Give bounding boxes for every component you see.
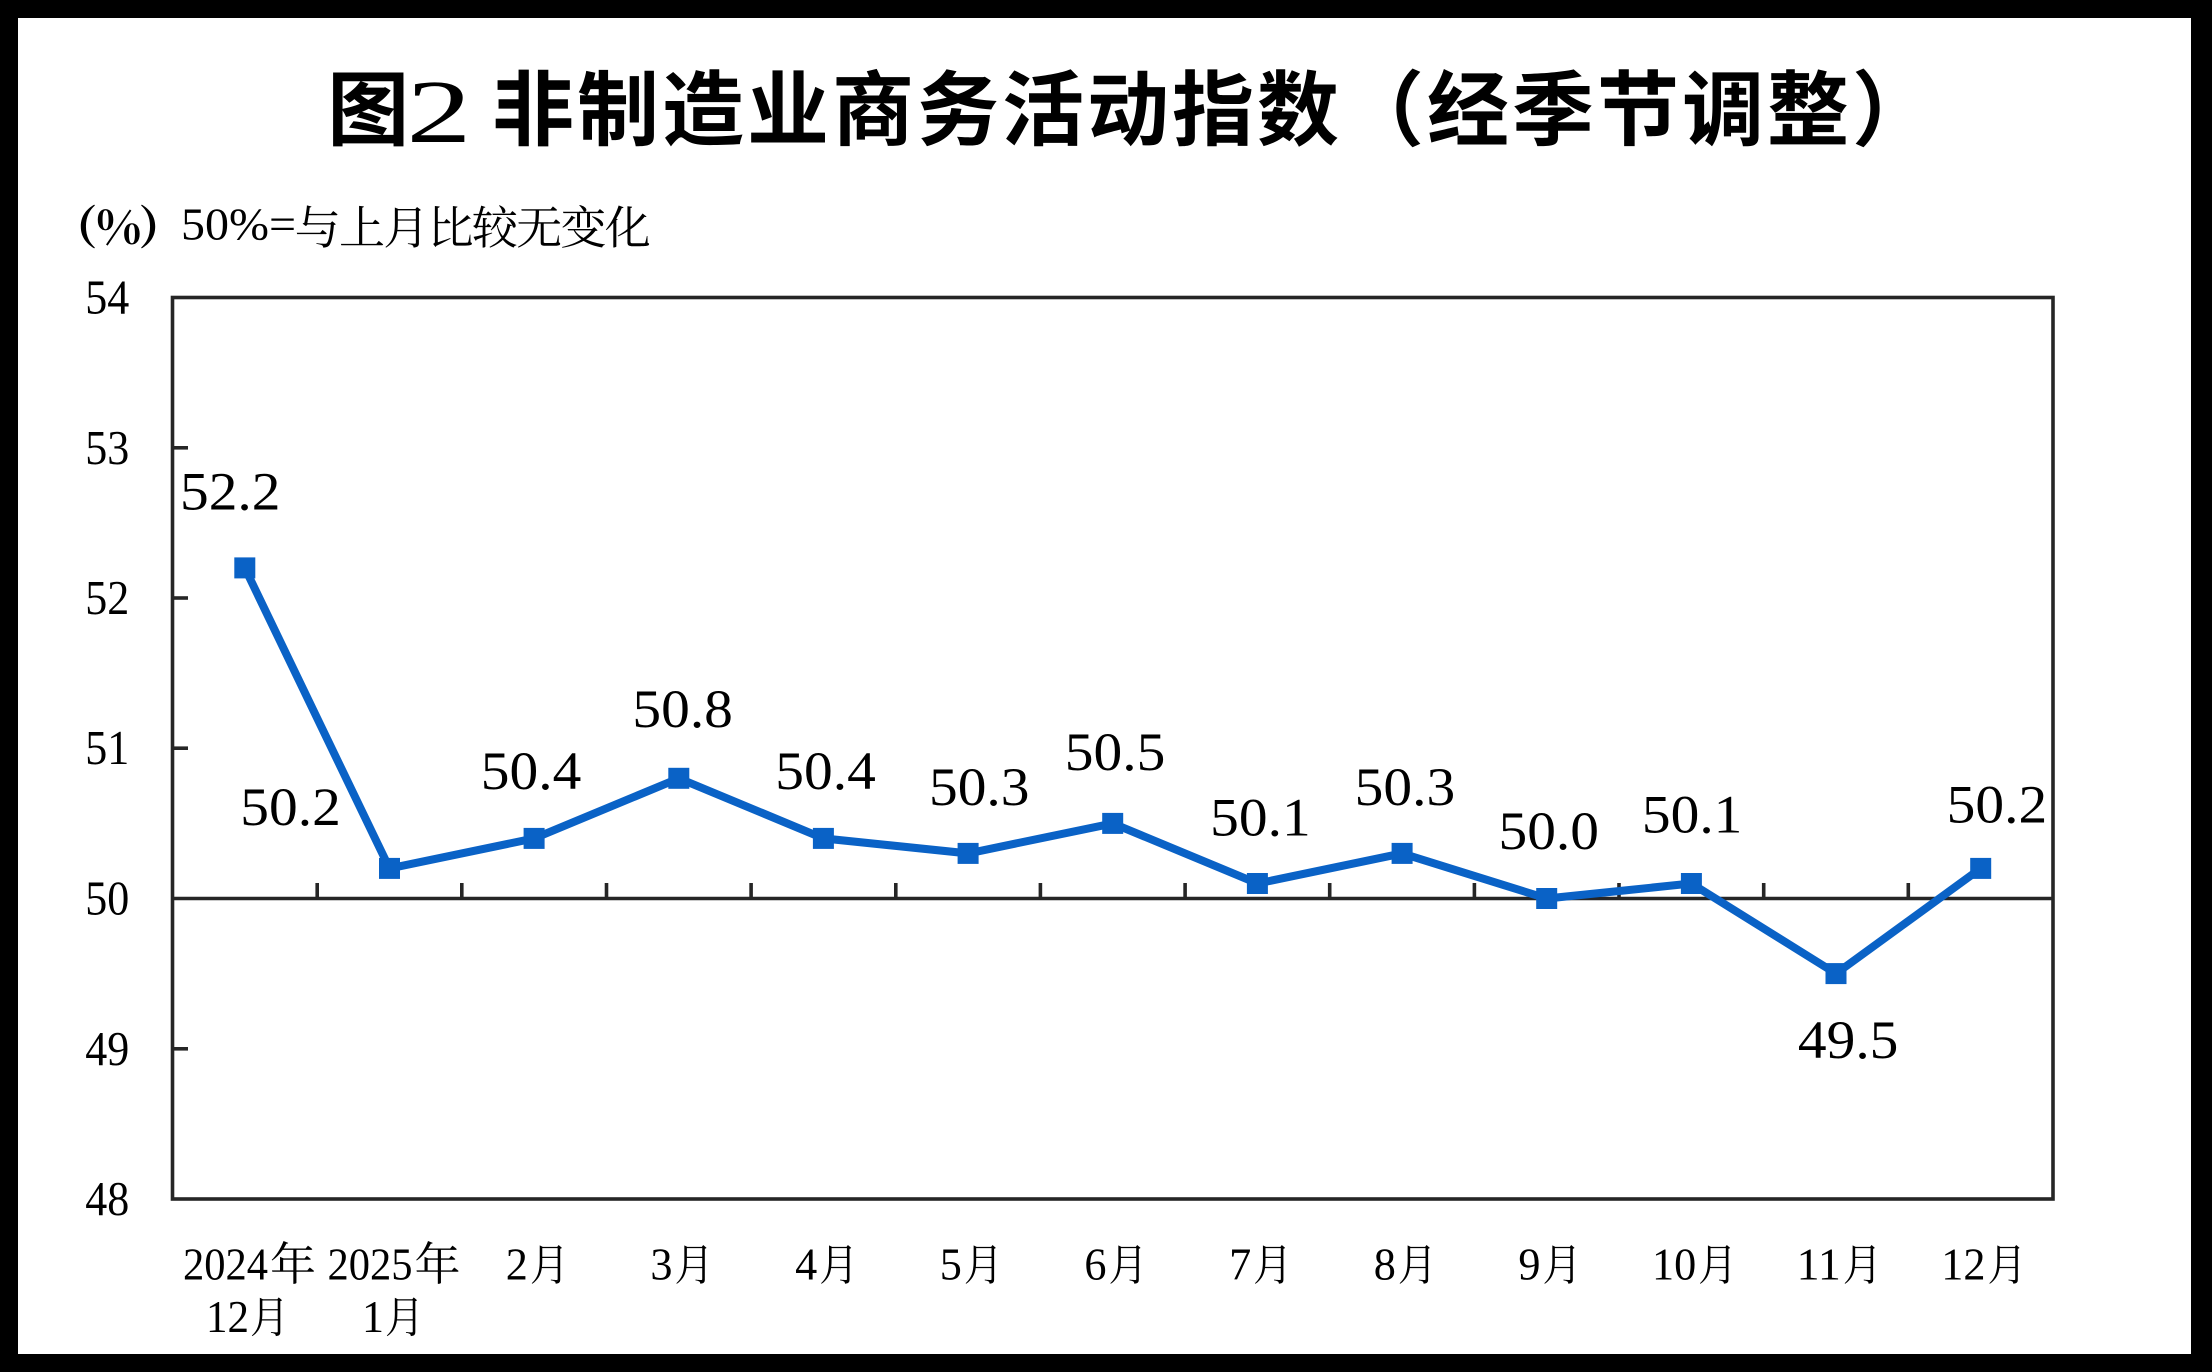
svg-text:50.5: 50.5 — [1065, 721, 1166, 782]
svg-text:7: 7 — [1229, 1239, 1251, 1290]
svg-text:5: 5 — [940, 1239, 962, 1290]
svg-text:48: 48 — [85, 1173, 129, 1226]
svg-text:12: 12 — [206, 1291, 249, 1342]
svg-text:53: 53 — [85, 422, 129, 475]
svg-text:49.5: 49.5 — [1798, 1009, 1899, 1070]
svg-text:52: 52 — [85, 572, 129, 625]
svg-text:50.4: 50.4 — [481, 740, 582, 801]
svg-text:3: 3 — [650, 1239, 672, 1290]
svg-text:4: 4 — [795, 1239, 817, 1290]
svg-text:50.1: 50.1 — [1210, 786, 1311, 847]
svg-text:50.8: 50.8 — [632, 678, 733, 739]
svg-text:2: 2 — [407, 63, 472, 162]
svg-text:50: 50 — [85, 873, 129, 926]
svg-text:6: 6 — [1084, 1239, 1106, 1290]
svg-text:8: 8 — [1374, 1239, 1396, 1290]
svg-text:51: 51 — [85, 722, 129, 775]
svg-text:50.1: 50.1 — [1642, 783, 1743, 844]
svg-text:50.2: 50.2 — [1947, 774, 2048, 835]
svg-text:10: 10 — [1652, 1239, 1696, 1290]
svg-text:9: 9 — [1518, 1239, 1540, 1290]
svg-text:50.0: 50.0 — [1499, 800, 1600, 861]
svg-text:2024: 2024 — [183, 1239, 268, 1290]
svg-text:50%=: 50%= — [181, 199, 296, 250]
svg-text:1: 1 — [362, 1291, 384, 1342]
svg-text:12: 12 — [1941, 1239, 1985, 1290]
svg-text:11: 11 — [1797, 1239, 1841, 1290]
svg-text:2: 2 — [506, 1239, 528, 1290]
svg-text:54: 54 — [85, 272, 129, 325]
svg-text:50.3: 50.3 — [1355, 756, 1456, 817]
svg-text:52.2: 52.2 — [180, 460, 281, 521]
svg-text:50.3: 50.3 — [929, 756, 1030, 817]
svg-text:50.2: 50.2 — [240, 776, 340, 837]
svg-text:2025: 2025 — [328, 1239, 413, 1290]
svg-text:49: 49 — [85, 1023, 129, 1076]
svg-text:50.4: 50.4 — [775, 740, 876, 801]
